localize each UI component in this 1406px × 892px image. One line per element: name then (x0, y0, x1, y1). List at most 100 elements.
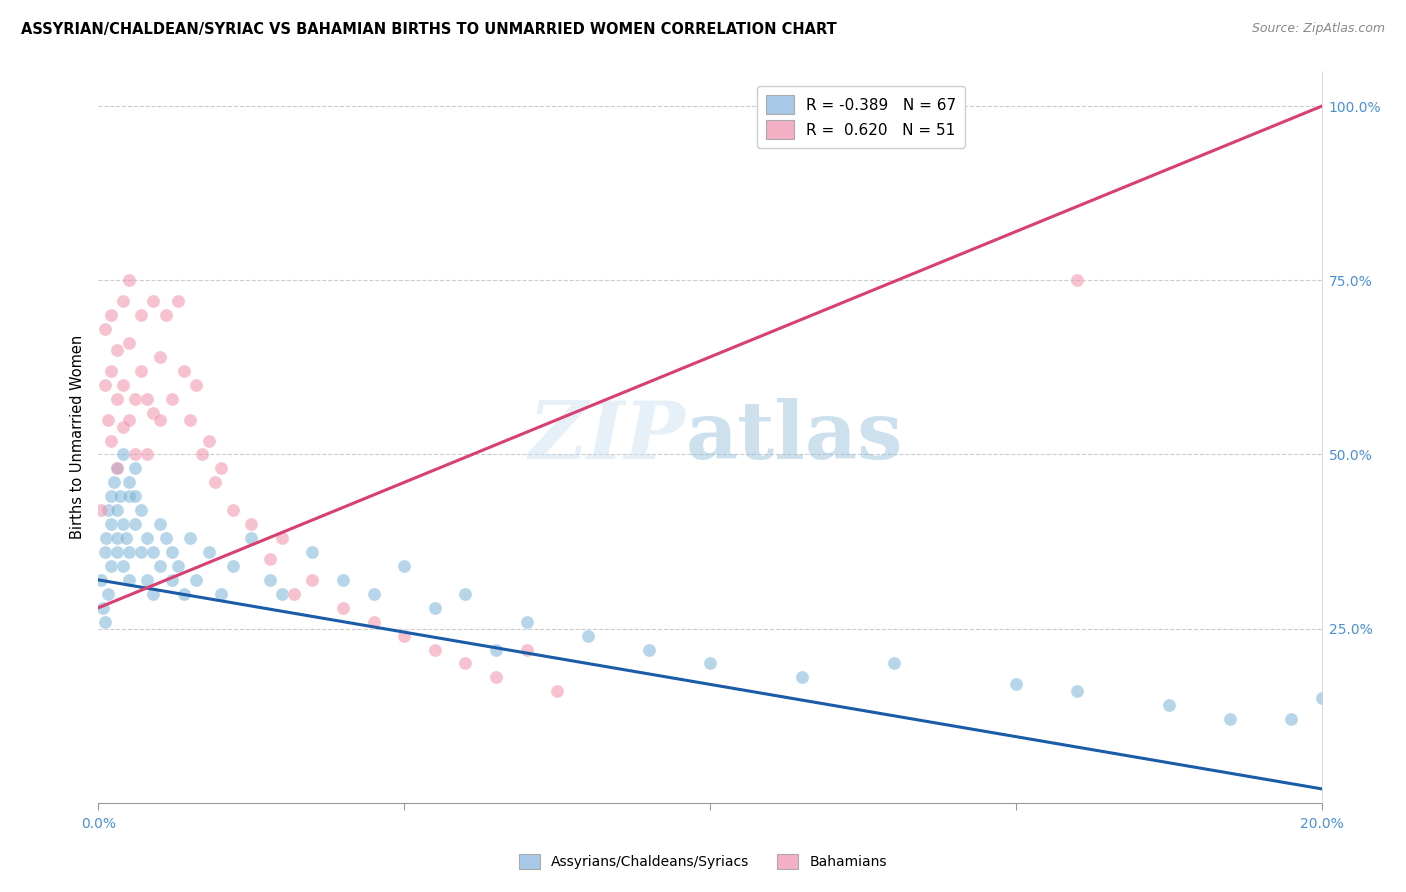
Point (883, 657, 905, 671)
Point (100, 364, 122, 378)
Point (105, 343, 128, 357)
Point (136, 531, 159, 545)
Point (179, 412, 201, 426)
Point (90, 573, 112, 587)
Point (90, 503, 112, 517)
Point (392, 629, 416, 643)
Point (111, 517, 134, 532)
Point (111, 419, 134, 434)
Point (301, 545, 323, 559)
Point (516, 615, 538, 629)
Point (124, 489, 146, 503)
Point (118, 273, 141, 287)
Point (118, 545, 141, 559)
Point (283, 587, 305, 601)
Point (100, 517, 122, 532)
Point (100, 558, 122, 573)
Point (485, 670, 508, 684)
Text: Source: ZipAtlas.com: Source: ZipAtlas.com (1251, 22, 1385, 36)
Point (167, 294, 190, 309)
Point (270, 531, 292, 545)
Point (191, 448, 214, 462)
Point (637, 642, 661, 657)
Point (105, 392, 128, 406)
Y-axis label: Births to Unmarried Women: Births to Unmarried Women (69, 335, 84, 539)
Point (124, 517, 146, 532)
Point (105, 531, 128, 545)
Point (118, 475, 141, 490)
Point (240, 531, 263, 545)
Point (111, 448, 134, 462)
Legend: Assyrians/Chaldeans/Syriacs, Bahamians: Assyrians/Chaldeans/Syriacs, Bahamians (512, 847, 894, 876)
Text: ZIP: ZIP (529, 399, 686, 475)
Point (1157, 698, 1180, 713)
Point (259, 552, 281, 566)
Point (363, 615, 385, 629)
Point (576, 629, 599, 643)
Point (142, 545, 165, 559)
Point (363, 587, 385, 601)
Point (105, 461, 128, 475)
Point (1004, 677, 1026, 691)
Point (111, 377, 134, 392)
Point (222, 503, 245, 517)
Legend: R = -0.389   N = 67, R =  0.620   N = 51: R = -0.389 N = 67, R = 0.620 N = 51 (758, 87, 966, 148)
Point (332, 573, 354, 587)
Point (100, 489, 122, 503)
Point (516, 642, 538, 657)
Point (301, 573, 323, 587)
Point (149, 350, 172, 364)
Point (423, 600, 446, 615)
Point (1219, 712, 1241, 726)
Point (124, 461, 146, 475)
Point (115, 531, 138, 545)
Point (173, 587, 195, 601)
Point (142, 294, 165, 309)
Point (105, 545, 128, 559)
Point (108, 489, 131, 503)
Point (454, 657, 477, 671)
Point (129, 308, 152, 322)
Point (179, 531, 201, 545)
Point (160, 573, 183, 587)
Point (100, 434, 122, 448)
Point (186, 573, 208, 587)
Point (136, 573, 159, 587)
Point (100, 308, 122, 322)
Point (111, 294, 134, 309)
Point (93, 615, 115, 629)
Text: atlas: atlas (686, 398, 903, 476)
Point (1279, 712, 1302, 726)
Point (129, 503, 152, 517)
Point (209, 587, 232, 601)
Point (454, 587, 477, 601)
Point (1310, 691, 1333, 706)
Point (149, 517, 172, 532)
Point (160, 392, 183, 406)
Point (167, 558, 190, 573)
Point (155, 531, 177, 545)
Point (111, 558, 134, 573)
Point (149, 412, 172, 426)
Point (97, 587, 120, 601)
Point (699, 657, 721, 671)
Point (118, 489, 141, 503)
Point (332, 600, 354, 615)
Point (105, 503, 128, 517)
Point (93, 322, 115, 336)
Point (93, 545, 115, 559)
Point (790, 670, 813, 684)
Point (270, 587, 292, 601)
Point (142, 406, 165, 420)
Point (142, 587, 165, 601)
Point (209, 461, 232, 475)
Point (118, 336, 141, 351)
Point (118, 573, 141, 587)
Point (124, 392, 146, 406)
Point (155, 308, 177, 322)
Point (1066, 684, 1088, 698)
Point (97, 412, 120, 426)
Point (129, 545, 152, 559)
Point (423, 642, 446, 657)
Point (105, 461, 128, 475)
